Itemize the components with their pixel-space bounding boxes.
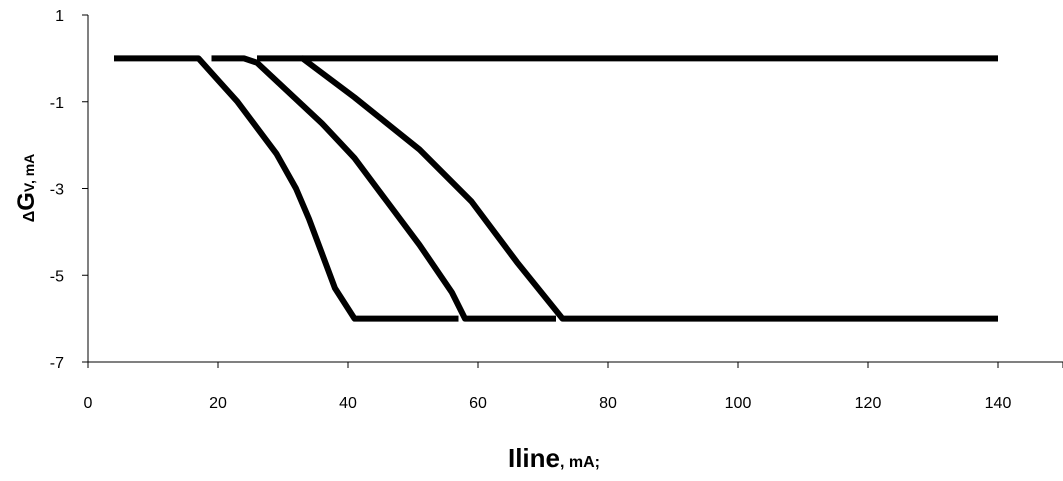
y-axis-title-prefix: Δ — [21, 211, 38, 223]
y-tick-label: -5 — [50, 268, 64, 285]
x-axis-title-main: Iline — [508, 443, 560, 473]
ticks: 0 20 40 60 80 100 120 140 1 -1 -3 -5 -7 — [50, 8, 1063, 412]
x-tick-label: 0 — [84, 395, 93, 412]
y-axis-title-sub: V, mA — [21, 154, 37, 192]
series-line-1 — [114, 55, 459, 322]
series-group — [114, 55, 998, 322]
x-tick-label: 80 — [599, 395, 617, 412]
y-tick-label: -3 — [50, 182, 64, 199]
x-axis-title-sub: , mA; — [560, 454, 600, 471]
axes — [87, 15, 1063, 363]
x-tick-label: 140 — [985, 395, 1012, 412]
y-tick-label: -7 — [50, 355, 64, 372]
x-tick-label: 120 — [855, 395, 882, 412]
x-axis-title: Iline, mA; — [508, 443, 600, 473]
x-tick-label: 40 — [339, 395, 357, 412]
y-tick-label: -1 — [50, 95, 64, 112]
series-line-3 — [257, 55, 998, 322]
x-tick-label: 100 — [725, 395, 752, 412]
y-axis-title-main: G — [13, 192, 40, 211]
x-tick-label: 60 — [469, 395, 487, 412]
series-line-2 — [211, 55, 556, 322]
y-tick-label: 1 — [55, 8, 64, 25]
y-axis-title: ΔGV, mA — [13, 154, 40, 223]
x-tick-label: 20 — [209, 395, 227, 412]
